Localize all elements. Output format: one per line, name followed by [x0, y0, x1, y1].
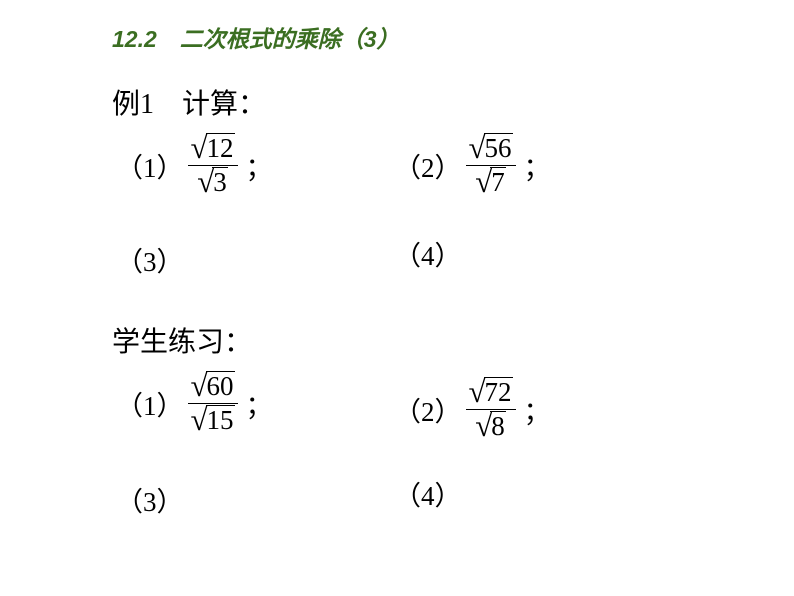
example-item-3: （3） [116, 240, 184, 279]
item-label: （3） [116, 480, 184, 519]
radicand: 7 [490, 167, 506, 198]
item-label: （2） [394, 146, 462, 185]
section-header: 12.2 二次根式的乘除（3） [112, 20, 400, 54]
fraction: √56√7 [466, 132, 516, 199]
denominator: √3 [194, 166, 231, 199]
fraction: √12√3 [188, 132, 238, 199]
radicand: 56 [484, 133, 513, 164]
radicand: 12 [206, 133, 235, 164]
radicand: 15 [206, 405, 235, 436]
fraction: √72√8 [466, 376, 516, 443]
example-item-4: （4） [394, 234, 462, 273]
example-title: 例1 计算： [112, 82, 266, 122]
practice-item-4: （4） [394, 474, 462, 513]
item-label: （1） [116, 146, 184, 185]
item-label: （4） [394, 474, 462, 513]
numerator: √72 [466, 376, 516, 409]
radicand: 3 [212, 167, 228, 198]
example-item-2: （2）√56√7； [394, 132, 551, 199]
practice-title: 学生练习： [112, 320, 252, 360]
terminator: ； [246, 384, 273, 423]
item-label: （4） [394, 234, 462, 273]
item-label: （3） [116, 240, 184, 279]
numerator: √56 [466, 132, 516, 165]
radicand: 72 [484, 377, 513, 408]
denominator: √15 [188, 404, 238, 437]
numerator: √60 [188, 370, 238, 403]
item-label: （1） [116, 384, 184, 423]
denominator: √8 [472, 410, 509, 443]
example-item-1: （1）√12√3； [116, 132, 273, 199]
radicand: 60 [206, 371, 235, 402]
radicand: 8 [490, 411, 506, 442]
practice-item-1: （1）√60√15； [116, 370, 273, 437]
practice-item-3: （3） [116, 480, 184, 519]
numerator: √12 [188, 132, 238, 165]
item-label: （2） [394, 390, 462, 429]
practice-item-2: （2）√72√8； [394, 376, 551, 443]
terminator: ； [524, 390, 551, 429]
denominator: √7 [472, 166, 509, 199]
terminator: ； [246, 146, 273, 185]
terminator: ； [524, 146, 551, 185]
fraction: √60√15 [188, 370, 238, 437]
